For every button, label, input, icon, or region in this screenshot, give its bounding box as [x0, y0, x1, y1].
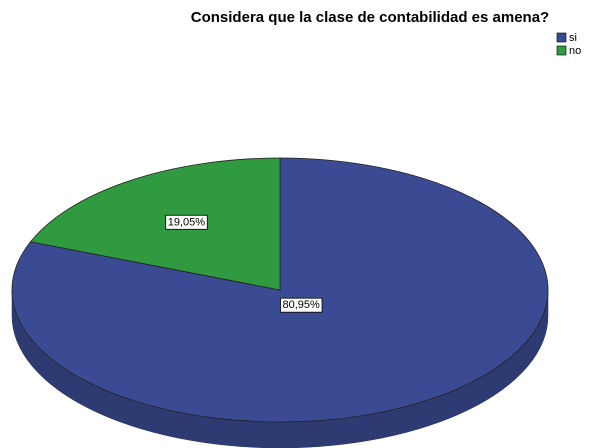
legend-label: no — [569, 45, 581, 57]
pie-slice — [29, 157, 281, 291]
value-label: 80,95% — [282, 299, 320, 311]
value-label-box — [280, 297, 323, 313]
legend-swatch — [556, 45, 567, 56]
value-label-box — [165, 214, 208, 230]
legend-swatch — [556, 32, 567, 43]
legend-label: si — [569, 32, 577, 44]
chart-title: Considera que la clase de contabilidad e… — [191, 9, 549, 26]
value-label: 19,05% — [168, 216, 206, 228]
